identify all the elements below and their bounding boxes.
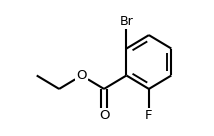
Text: Br: Br	[120, 15, 133, 28]
Text: O: O	[76, 69, 87, 82]
Text: F: F	[145, 109, 153, 122]
Text: O: O	[99, 109, 109, 122]
